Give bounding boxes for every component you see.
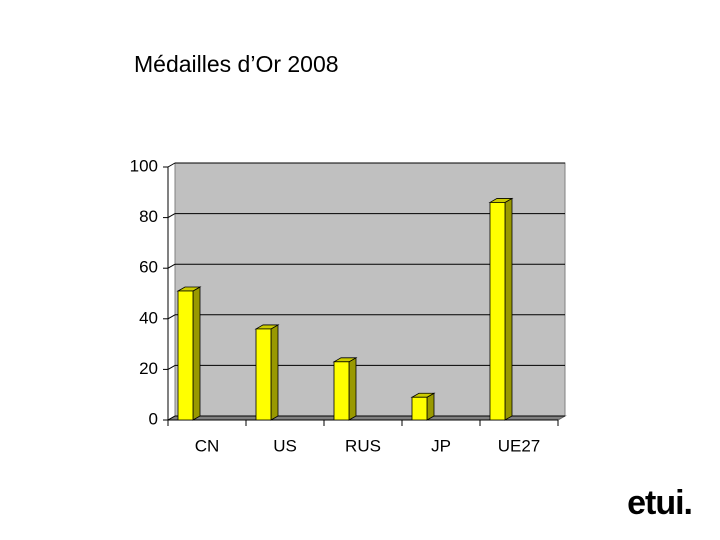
chart-title: Médailles d’Or 2008 xyxy=(134,51,339,77)
bar-side xyxy=(348,357,357,421)
y-tick-label: 20 xyxy=(139,359,158,378)
y-tick-label: 40 xyxy=(139,308,158,327)
y-tick-label: 80 xyxy=(139,207,158,226)
grid-line xyxy=(167,162,176,168)
bar-side xyxy=(504,197,513,421)
x-tick-label: CN xyxy=(195,436,220,455)
bar-side xyxy=(192,286,201,421)
bar xyxy=(255,328,272,421)
grid-line xyxy=(167,213,176,219)
grid-line xyxy=(167,415,176,421)
x-tick-label: JP xyxy=(431,436,451,455)
bar-side xyxy=(426,392,435,421)
y-tick-label: 0 xyxy=(149,409,158,428)
grid-line xyxy=(167,263,176,269)
grid-line xyxy=(167,364,176,370)
bar xyxy=(177,290,194,421)
x-tick-label: UE27 xyxy=(498,436,541,455)
y-tick-label: 100 xyxy=(130,156,158,175)
x-tick-label: US xyxy=(273,436,297,455)
x-tick-label: RUS xyxy=(345,436,381,455)
grid-line xyxy=(167,314,176,320)
logo: etui. xyxy=(627,484,692,522)
bar xyxy=(411,396,428,421)
y-tick-label: 60 xyxy=(139,258,158,277)
bar xyxy=(333,361,350,421)
bar-side xyxy=(270,324,279,421)
bar xyxy=(489,202,506,421)
